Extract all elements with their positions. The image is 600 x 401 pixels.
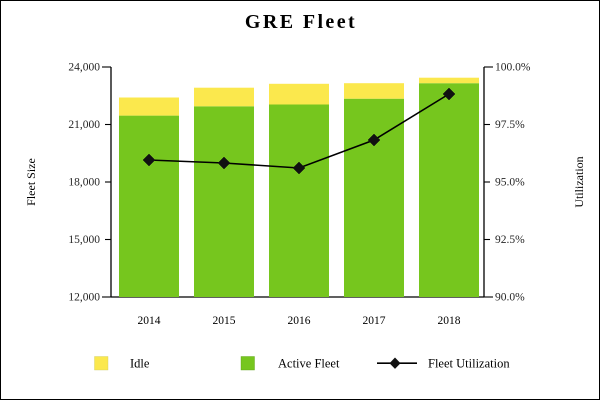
svg-text:2017: 2017 — [363, 315, 386, 327]
svg-text:18,000: 18,000 — [68, 177, 100, 189]
svg-text:95.0%: 95.0% — [495, 177, 525, 189]
svg-text:Fleet Utilization: Fleet Utilization — [428, 357, 510, 371]
svg-text:Idle: Idle — [130, 357, 150, 371]
svg-text:21,000: 21,000 — [68, 119, 100, 131]
svg-text:90.0%: 90.0% — [495, 292, 525, 304]
svg-text:24,000: 24,000 — [68, 62, 100, 74]
svg-text:2016: 2016 — [288, 315, 311, 327]
svg-text:Fleet Size: Fleet Size — [24, 158, 38, 206]
svg-text:92.5%: 92.5% — [495, 234, 525, 246]
svg-text:2014: 2014 — [138, 315, 161, 327]
svg-text:15,000: 15,000 — [68, 234, 100, 246]
svg-text:2018: 2018 — [438, 315, 461, 327]
svg-text:100.0%: 100.0% — [495, 62, 531, 74]
svg-text:2015: 2015 — [213, 315, 236, 327]
svg-text:Utilization: Utilization — [572, 156, 586, 207]
svg-text:12,000: 12,000 — [68, 292, 100, 304]
svg-text:97.5%: 97.5% — [495, 119, 525, 131]
svg-text:Active Fleet: Active Fleet — [278, 357, 340, 371]
